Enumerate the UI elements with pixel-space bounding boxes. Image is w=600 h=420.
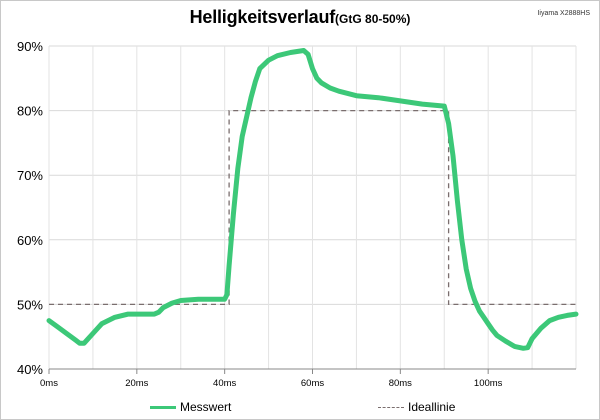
device-label: Iiyama X2888HS xyxy=(537,10,590,17)
x-axis: 0ms 20ms 40ms 60ms 80ms 100ms xyxy=(40,368,576,389)
y-tick-label: 60% xyxy=(17,233,43,248)
x-tick-label: 60ms xyxy=(301,378,324,389)
x-tick-label: 40ms xyxy=(213,378,236,389)
y-tick-label: 80% xyxy=(17,104,43,119)
legend-item-ideallinie: Ideallinie xyxy=(378,400,455,414)
grid xyxy=(48,45,577,370)
y-axis: 40% 50% 60% 70% 80% 90% xyxy=(17,39,43,377)
series-group xyxy=(46,48,579,351)
chart-title: Helligkeitsverlauf(GtG 80-50%) xyxy=(0,7,600,28)
legend-label-messwert: Messwert xyxy=(180,400,232,414)
chart-subtitle: (GtG 80-50%) xyxy=(335,12,411,26)
x-tick-label: 20ms xyxy=(125,378,148,389)
legend: Messwert Ideallinie xyxy=(0,400,600,418)
x-tick-label: 100ms xyxy=(474,378,503,389)
y-tick-label: 70% xyxy=(17,168,43,183)
legend-swatch-messwert xyxy=(150,405,176,409)
y-tick-label: 50% xyxy=(17,297,43,312)
y-tick-label: 90% xyxy=(17,39,43,54)
legend-swatch-ideallinie xyxy=(378,406,404,408)
legend-item-messwert: Messwert xyxy=(150,400,231,414)
y-tick-label: 40% xyxy=(17,362,43,377)
x-tick-label: 80ms xyxy=(389,378,412,389)
legend-label-ideallinie: Ideallinie xyxy=(408,400,456,414)
chart-title-main: Helligkeitsverlauf xyxy=(189,7,336,27)
x-tick-label: 0ms xyxy=(40,378,58,389)
series-line-messwert xyxy=(46,48,579,351)
